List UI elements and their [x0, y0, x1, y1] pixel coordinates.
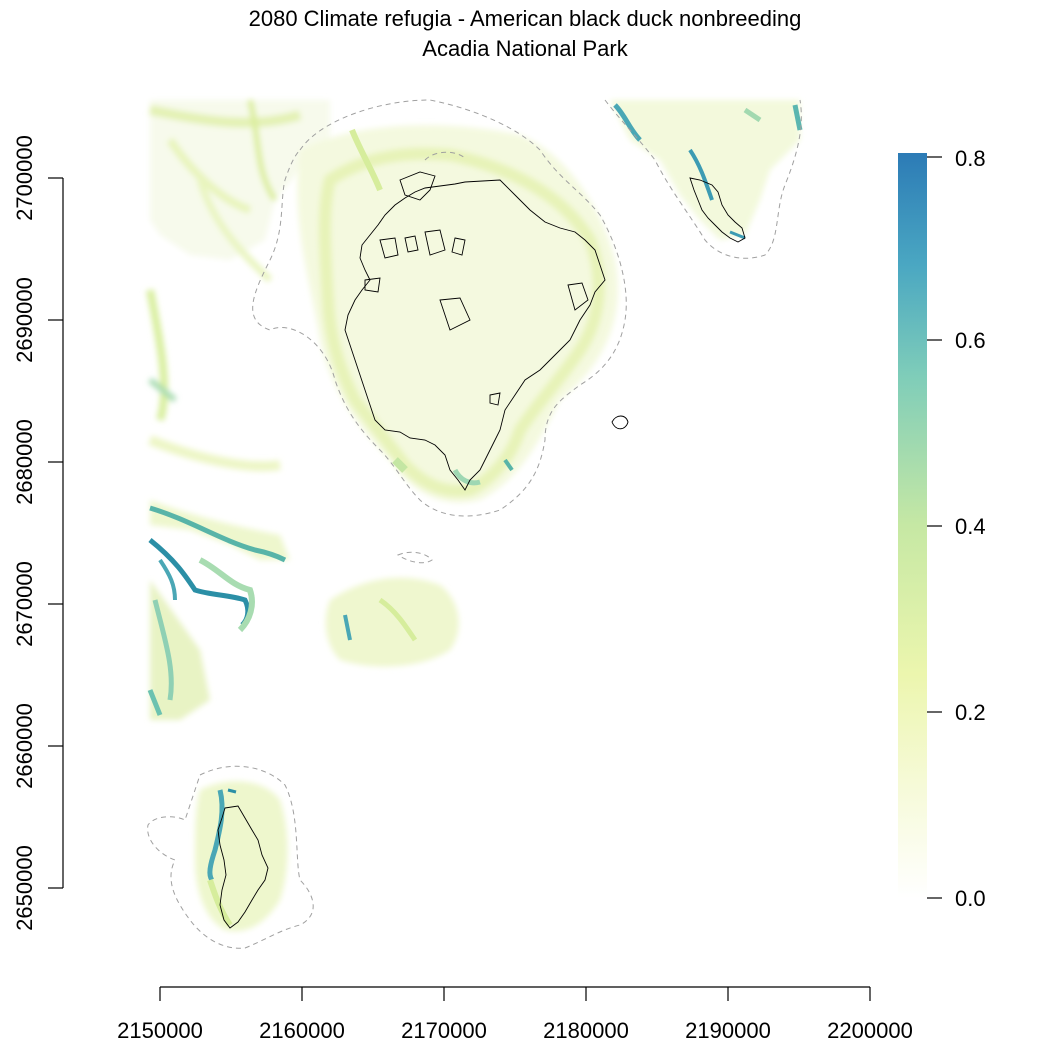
mdi-parcel-2 [424, 229, 446, 256]
small-buffer-2 [424, 151, 466, 161]
legend-tick-label: 0.6 [955, 328, 986, 353]
mdi-parcel-6 [439, 297, 471, 331]
schoodic-boundary [689, 177, 746, 243]
x-tick-labels: 2150000 2160000 2170000 2180000 2190000 … [117, 1018, 913, 1043]
isle-au-haut-buffer [147, 765, 314, 949]
mdi-parcel-9 [489, 392, 501, 406]
northwest-mainland-refugia [146, 99, 330, 472]
mount-desert-island-refugia [297, 125, 618, 503]
x-tick-label: 2170000 [401, 1018, 487, 1043]
mdi-parcel-7 [567, 282, 589, 311]
mdi-parcel-1 [399, 171, 436, 201]
mdi-parcel-10 [611, 415, 629, 430]
y-tick-label: 2690000 [12, 277, 37, 363]
color-legend: 0.0 0.2 0.4 0.6 0.8 [898, 146, 986, 911]
legend-tick-label: 0.8 [955, 146, 986, 171]
mdi-buffer [252, 99, 627, 517]
refugia-raster [146, 99, 803, 932]
y-tick-label: 2700000 [12, 135, 37, 221]
x-tick-label: 2150000 [117, 1018, 203, 1043]
legend-tick-label: 0.0 [955, 886, 986, 911]
y-tick-label: 2660000 [12, 703, 37, 789]
y-tick-label: 2670000 [12, 561, 37, 647]
mdi-parcel-5 [364, 277, 381, 293]
west-coast-refugia [147, 500, 290, 720]
schoodic-refugia [610, 100, 803, 240]
x-axis [159, 986, 871, 1001]
y-tick-label: 2680000 [12, 419, 37, 505]
legend-tick-label: 0.2 [955, 700, 986, 725]
y-tick-label: 2650000 [12, 845, 37, 931]
legend-color-bar [898, 153, 927, 898]
mdi-parcel-4 [379, 237, 399, 259]
x-tick-label: 2180000 [543, 1018, 629, 1043]
x-tick-label: 2190000 [685, 1018, 771, 1043]
isle-au-haut-boundary [217, 805, 269, 929]
isle-au-haut-refugia [195, 781, 288, 932]
mdi-boundary [344, 179, 606, 491]
y-axis [48, 177, 64, 889]
mdi-parcel-8 [404, 235, 419, 253]
swans-island-refugia [325, 577, 459, 667]
small-buffer-1 [396, 551, 433, 564]
y-tick-labels: 2650000 2660000 2670000 2680000 2690000 … [12, 135, 37, 931]
buffer-outlines [147, 99, 802, 949]
map-title: 2080 Climate refugia - American black du… [248, 6, 802, 31]
x-tick-label: 2160000 [259, 1018, 345, 1043]
schoodic-buffer [604, 99, 802, 259]
park-boundary [217, 171, 746, 929]
mdi-parcel-3 [451, 237, 466, 256]
legend-tick-label: 0.4 [955, 514, 986, 539]
map-subtitle: Acadia National Park [422, 36, 628, 61]
x-tick-label: 2200000 [827, 1018, 913, 1043]
